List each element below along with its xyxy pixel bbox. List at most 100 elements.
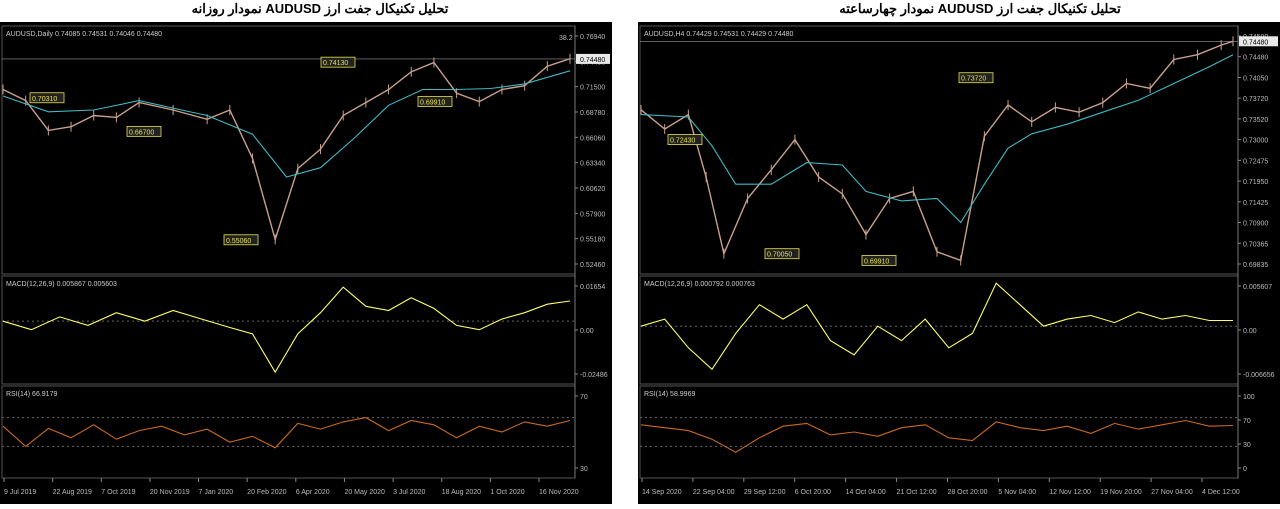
left-chart-panel: AUDUSD,Daily 0.74085 0.74531 0.74046 0.7… bbox=[0, 22, 612, 504]
left-annotation-box bbox=[320, 56, 356, 68]
right-rsi-ytick-label: 100 bbox=[1243, 394, 1255, 401]
right-annotation-label: 0.73720 bbox=[961, 76, 986, 83]
right-macd-pane-frame bbox=[639, 275, 1239, 385]
right-xtick-label: 27 Nov 04:00 bbox=[1151, 489, 1193, 496]
left-xtick-label: 3 Jul 2020 bbox=[393, 489, 425, 496]
right-price-ytick-label: 0.73000 bbox=[1243, 138, 1268, 145]
left-price-ma-line bbox=[2, 70, 571, 178]
right-macd-label: MACD(12,26,9) 0.000792 0.000763 bbox=[644, 281, 755, 288]
left-xtick-label: 20 Nov 2019 bbox=[150, 489, 190, 496]
left-rsi-pane-frame bbox=[1, 385, 576, 479]
right-xtick-label: 14 Oct 04:00 bbox=[846, 489, 886, 496]
right-price-ytick-label: 0.74480 bbox=[1243, 55, 1268, 62]
right-price-ytick-label: 0.72475 bbox=[1243, 158, 1268, 165]
right-price-ytick-label: 0.71950 bbox=[1243, 179, 1268, 186]
right-macd-ytick-label: 0.00 bbox=[1243, 328, 1257, 335]
right-xtick-label: 6 Oct 20:00 bbox=[795, 489, 831, 496]
left-price-ytick-label: 0.60620 bbox=[580, 186, 605, 193]
right-price-price-line bbox=[640, 40, 1234, 262]
left-rsi-rsi-line bbox=[2, 417, 571, 449]
left-xtick-label: 7 Jan 2020 bbox=[199, 489, 234, 496]
left-xtick-label: 20 May 2020 bbox=[344, 489, 385, 496]
right-xtick-label: 21 Oct 12:00 bbox=[897, 489, 937, 496]
left-macd-ytick-label: 0.00 bbox=[580, 328, 594, 335]
right-price-ytick-label: 0.69835 bbox=[1243, 262, 1268, 269]
left-chart-title: تحلیل تکنیکال جفت ارز AUDUSD نمودار روزا… bbox=[191, 1, 449, 16]
left-annotation-label: 0.55060 bbox=[226, 238, 251, 245]
left-rsi-label: RSI(14) 66.9179 bbox=[6, 391, 57, 398]
right-xtick-label: 4 Dec 12:00 bbox=[1202, 489, 1240, 496]
left-macd-ytick-label: -0.02486 bbox=[580, 372, 608, 379]
left-chart-svg: AUDUSD,Daily 0.74085 0.74531 0.74046 0.7… bbox=[1, 25, 610, 496]
left-price-ytick-label: 0.66060 bbox=[580, 135, 605, 142]
right-macd-ytick-label: -0.006656 bbox=[1243, 372, 1275, 379]
left-rsi-ytick-label: 70 bbox=[580, 394, 588, 401]
left-price-price-line bbox=[2, 58, 571, 242]
right-rsi-ytick-label: 0 bbox=[1243, 466, 1247, 473]
left-annotation-box bbox=[223, 234, 259, 246]
right-macd-macd-line bbox=[640, 282, 1233, 371]
right-xtick-label: 14 Sep 2020 bbox=[642, 489, 682, 496]
right-rsi-rsi-line bbox=[640, 419, 1234, 453]
left-rsi-ytick-label: 30 bbox=[580, 466, 588, 473]
left-last-price-value: 0.74480 bbox=[580, 57, 605, 64]
right-annotation-box bbox=[667, 134, 703, 145]
left-annotation-box bbox=[29, 92, 65, 104]
right-annotation-label: 0.72430 bbox=[670, 138, 695, 145]
right-xtick-label: 28 Oct 20:00 bbox=[947, 489, 987, 496]
left-xtick-label: 6 Apr 2020 bbox=[296, 489, 330, 496]
right-annotation-box bbox=[861, 255, 897, 266]
left-macd-ytick-label: 0.01654 bbox=[580, 284, 605, 291]
left-price-ytick-label: 0.76940 bbox=[580, 34, 605, 41]
left-macd-macd-line bbox=[2, 286, 571, 374]
right-price-ytick-label: 0.73520 bbox=[1243, 117, 1268, 124]
left-price-ytick-label: 0.52460 bbox=[580, 262, 605, 269]
left-annotation-box bbox=[417, 96, 453, 107]
right-rsi-ytick-label: 70 bbox=[1243, 418, 1251, 425]
left-xtick-label: 16 Nov 2020 bbox=[539, 489, 579, 496]
left-price-pane-frame bbox=[1, 25, 576, 275]
left-xtick-label: 1 Oct 2020 bbox=[490, 489, 524, 496]
left-xtick-label: 18 Aug 2020 bbox=[442, 489, 481, 496]
right-xtick-label: 29 Sep 12:00 bbox=[744, 489, 786, 496]
right-xtick-label: 22 Sep 04:00 bbox=[693, 489, 735, 496]
right-chart-panel: AUDUSD,H4 0.74429 0.74531 0.74429 0.7448… bbox=[638, 22, 1280, 504]
right-xtick-label: 19 Nov 20:00 bbox=[1100, 489, 1142, 496]
left-xtick-label: 22 Aug 2019 bbox=[53, 489, 92, 496]
right-annotation-label: 0.70050 bbox=[767, 252, 792, 259]
left-xtick-label: 7 Oct 2019 bbox=[101, 489, 135, 496]
left-price-ytick-label: 0.63340 bbox=[580, 161, 605, 168]
left-annotation-label: 0.74130 bbox=[323, 60, 348, 67]
right-xtick-label: 12 Nov 12:00 bbox=[1049, 489, 1091, 496]
left-annotation-label: 0.70310 bbox=[32, 96, 57, 103]
right-macd-ytick-label: 0.005607 bbox=[1243, 284, 1272, 291]
right-price-label: AUDUSD,H4 0.74429 0.74531 0.74429 0.7448… bbox=[644, 31, 794, 38]
left-annotation-label: 0.66700 bbox=[129, 129, 154, 136]
left-price-ytick-label: 0.55180 bbox=[580, 237, 605, 244]
right-annotation-box bbox=[764, 248, 800, 260]
right-price-pane-frame bbox=[639, 25, 1239, 275]
right-price-ytick-label: 0.70900 bbox=[1243, 221, 1268, 228]
left-macd-pane-frame bbox=[1, 275, 576, 385]
left-annotation-box bbox=[126, 125, 162, 137]
left-price-ytick-label: 0.71500 bbox=[580, 85, 605, 92]
left-macd-label: MACD(12,26,9) 0.005867 0.005603 bbox=[6, 281, 117, 288]
left-price-ytick-label: 0.68780 bbox=[580, 110, 605, 117]
left-fib-label: 38.2 bbox=[559, 35, 573, 42]
right-price-ma-line bbox=[640, 54, 1234, 224]
right-price-ytick-label: 0.73720 bbox=[1243, 96, 1268, 103]
right-last-price-value: 0.74480 bbox=[1243, 39, 1268, 46]
left-xtick-label: 9 Jul 2019 bbox=[4, 489, 36, 496]
right-rsi-ytick-label: 30 bbox=[1243, 442, 1251, 449]
right-chart-title: تحلیل تکنیکال جفت ارز AUDUSD نمودار چهار… bbox=[839, 1, 1121, 16]
left-xtick-label: 20 Feb 2020 bbox=[247, 489, 286, 496]
left-annotation-label: 0.69910 bbox=[420, 99, 445, 106]
right-rsi-label: RSI(14) 58.9969 bbox=[644, 391, 695, 398]
right-price-ytick-label: 0.74050 bbox=[1243, 75, 1268, 82]
right-price-ytick-label: 0.71425 bbox=[1243, 200, 1268, 207]
right-price-ytick-label: 0.70365 bbox=[1243, 241, 1268, 248]
right-xtick-label: 5 Nov 04:00 bbox=[998, 489, 1036, 496]
left-last-price-tag bbox=[576, 53, 610, 64]
right-annotation-label: 0.69910 bbox=[864, 258, 889, 265]
right-annotation-box bbox=[958, 72, 994, 84]
